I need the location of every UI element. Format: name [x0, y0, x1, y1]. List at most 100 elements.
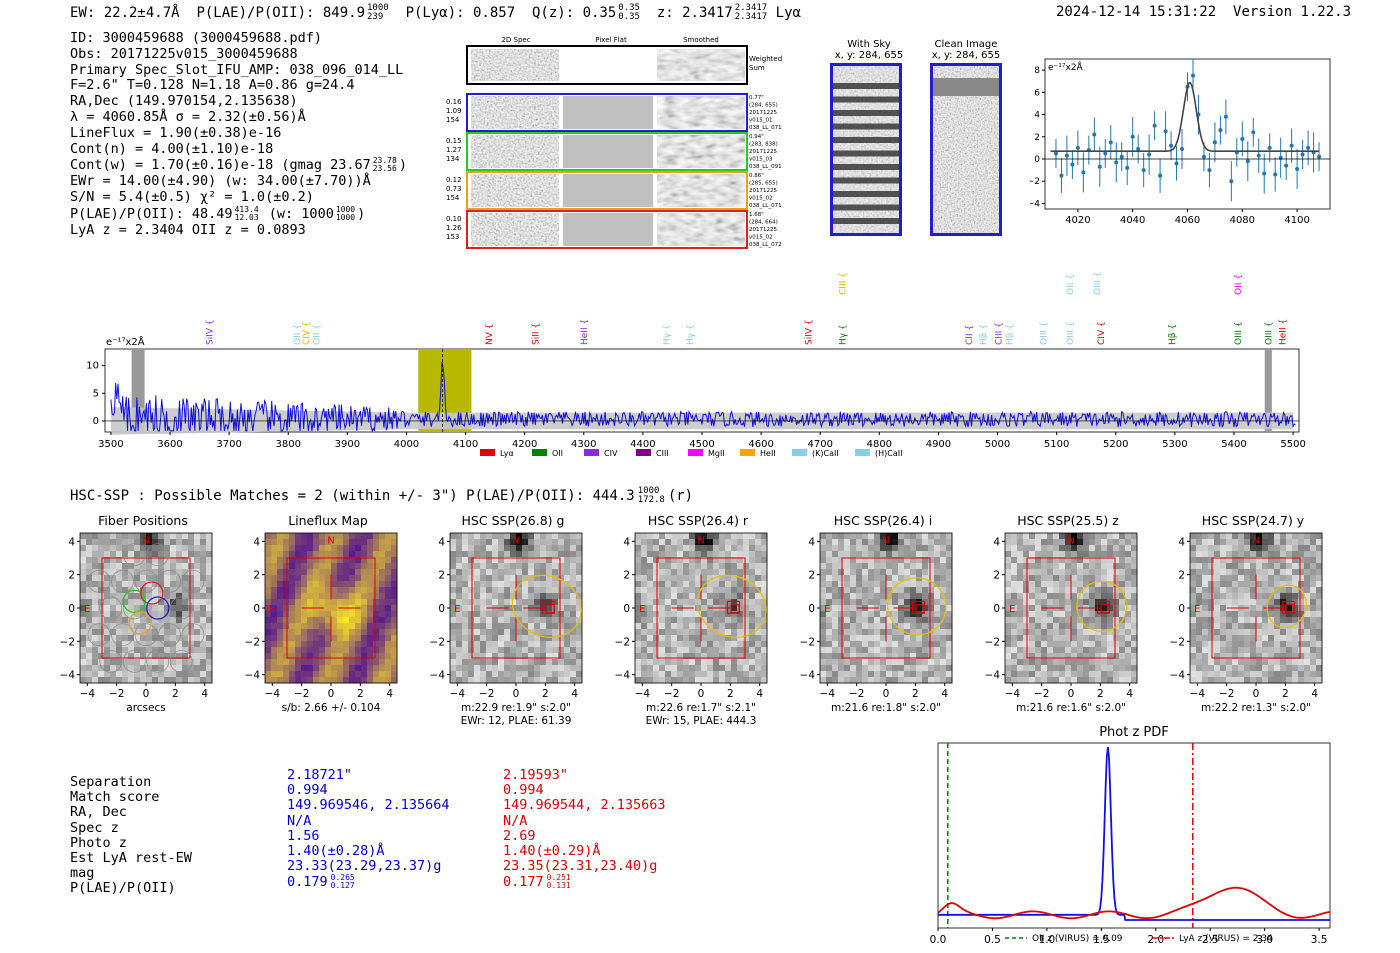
emission-line-label: SiIV { [804, 319, 814, 345]
fit-point [1229, 179, 1234, 184]
panel-ytick: −2 [60, 636, 75, 648]
fit-ytick: 6 [1034, 88, 1040, 98]
fit-ytick: 8 [1034, 66, 1040, 76]
fiber-circle [122, 596, 146, 620]
fit-point [1190, 73, 1195, 78]
match-2-column: 2.19593" 0.994 149.969544, 2.135663 N/A … [503, 767, 666, 891]
aperture-box [841, 557, 931, 659]
legend-swatch [688, 449, 703, 456]
panel-ytick: −4 [615, 670, 631, 682]
panel-xtick: 0 [513, 688, 520, 700]
spec-xtick: 4600 [748, 439, 773, 450]
spec-xtick: 4000 [394, 439, 419, 450]
fit-point [1070, 162, 1075, 167]
fiber-circle [181, 569, 205, 593]
cutout-meta: 20171225 [749, 149, 777, 155]
panel-ytick: 4 [623, 536, 630, 548]
panel-ytick: −2 [430, 636, 445, 648]
imaging-panel: Fiber Positions N E −4 −4 −2 −2 0 0 2 2 4 4 arcsecs [60, 513, 213, 714]
emission-line-label: OII { [1234, 274, 1244, 295]
cutout-meta: (283, 838) [749, 142, 778, 148]
legend-label: OII [552, 449, 563, 458]
clean-image-title: Clean Image x, y: 284, 655 [931, 39, 1001, 61]
fit-point [1262, 171, 1267, 176]
north-marker: N [882, 536, 889, 547]
fit-point [1169, 143, 1174, 148]
label-mag: mag [70, 865, 95, 882]
timestamp-version: 2024-12-14 15:31:22 Version 1.22.3 [1056, 4, 1352, 20]
east-marker: E [454, 604, 460, 615]
spec-ylabel: e⁻¹⁷x2Å [106, 335, 145, 348]
fit-point [1306, 145, 1311, 150]
panel-xtick: 2 [172, 688, 179, 700]
fiber-circle [158, 623, 181, 647]
spec-cutouts: 2D Spec Pixel Flat Smoothed Weighted Sum… [446, 36, 782, 249]
fit-point [1064, 153, 1069, 158]
cutout-stat: 134 [446, 155, 460, 163]
cutout-meta: (284, 655) [749, 103, 778, 109]
match-marker [1100, 604, 1110, 614]
fit-point [1223, 114, 1228, 119]
source-ellipse [696, 574, 767, 638]
flux-spectrum [110, 361, 1296, 433]
fit-point [1240, 137, 1245, 141]
north-marker: N [327, 536, 334, 547]
spec-xtick: 3800 [276, 439, 301, 450]
panel-ytick: 2 [993, 570, 1000, 582]
panel-xtick: −2 [664, 688, 679, 700]
photz-xtick: 0.0 [930, 934, 947, 946]
emission-line-label: CIII { [995, 322, 1005, 345]
fit-point [1097, 164, 1102, 169]
photz-curve-match2 [937, 886, 1331, 920]
photz-xtick: 2.5 [1202, 934, 1219, 946]
fit-point [1180, 147, 1185, 151]
line-fit-plot: e⁻¹⁷x2Å 4020 4040 4060 4080 4100 8 6 4 2 0 −2 −4 [1030, 58, 1331, 226]
fiber-circle [134, 569, 158, 593]
info-obs: Obs: 20171225v015_3000459688 [70, 45, 298, 62]
m1-specz: N/A [287, 812, 312, 829]
legend-swatch [792, 449, 807, 456]
spec-ytick: 0 [93, 416, 99, 427]
info-id: ID: 3000459688 (3000459688.pdf) [70, 30, 322, 46]
panel-xtick: 0 [1068, 688, 1075, 700]
panel-ytick: −2 [615, 636, 630, 648]
fit-xtick: 4100 [1284, 215, 1309, 226]
panel-title: Lineflux Map [288, 513, 368, 528]
spec-xtick: 4800 [867, 439, 892, 450]
fiber-circle [122, 543, 146, 567]
panel-ytick: 4 [438, 536, 445, 548]
panel-xtick: 4 [756, 688, 763, 700]
m2-separation: 2.19593" [503, 767, 569, 783]
fiber-circle [111, 569, 134, 593]
fit-point [1295, 167, 1300, 171]
aperture-box [286, 557, 376, 659]
emission-line-label: Hβ { [1005, 324, 1015, 345]
fit-point [1147, 152, 1152, 157]
legend-swatch [636, 449, 651, 456]
north-marker: N [1067, 536, 1074, 547]
panel-ytick: 4 [808, 536, 815, 548]
info-primary: Primary Spec_Slot_IFU_AMP: 038_096_014_L… [70, 61, 404, 78]
emission-line-label: SiII { [531, 323, 541, 345]
spec-xtick: 3900 [335, 439, 360, 450]
legend-swatch [532, 449, 547, 456]
cutout-meta: 20171225 [749, 188, 777, 194]
label-photo-z: Photo z [70, 834, 127, 851]
fit-point [1251, 130, 1256, 135]
panel-xtick: 0 [328, 688, 335, 700]
fit-point [1267, 145, 1272, 150]
panel-ytick: 0 [438, 603, 445, 615]
panel-xtick: −2 [1219, 688, 1234, 700]
m1-plae: 0.179 0.265 0.127 [287, 873, 355, 891]
panel-ytick: −4 [985, 670, 1001, 682]
col-2d-spec: 2D Spec [501, 36, 530, 44]
match-marker [730, 604, 740, 614]
panel-title: HSC SSP(26.8) g [462, 513, 565, 528]
photz-curve-match1 [938, 746, 1330, 921]
match-marker [915, 604, 925, 614]
